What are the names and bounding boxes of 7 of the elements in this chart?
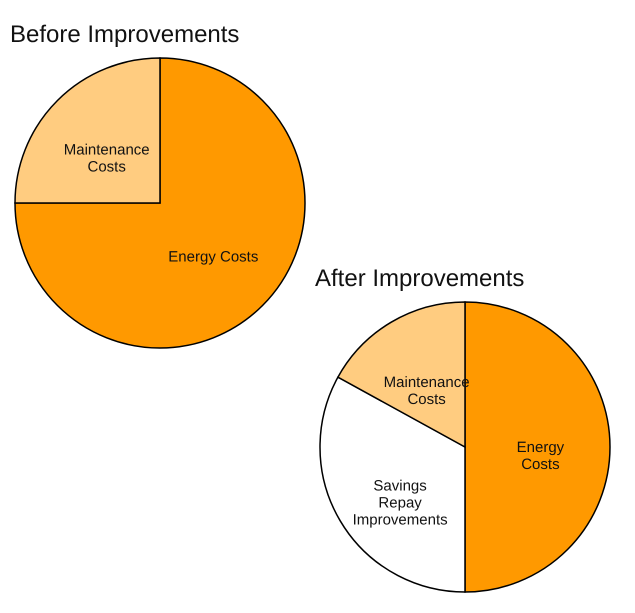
slice-label: Savings Repay Improvements [352,477,448,528]
chart-title: Before Improvements [10,21,240,48]
chart-title: After Improvements [315,265,524,292]
slice-label: Energy Costs [168,248,258,266]
slice-label: Maintenance Costs [64,142,150,176]
pie-slice [14,57,306,349]
slice-label: Energy Costs [516,439,565,473]
